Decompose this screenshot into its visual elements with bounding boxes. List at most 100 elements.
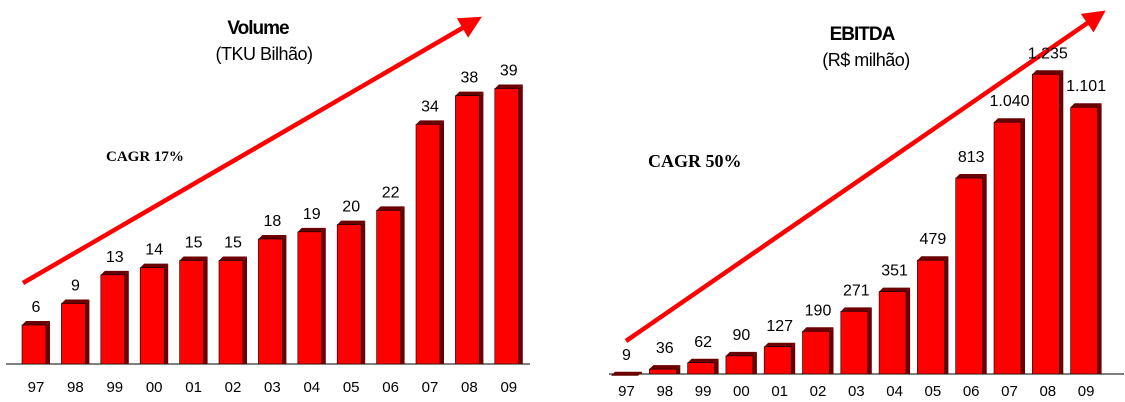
volume-chart: Volume (TKU Bilhão) CAGR 17% 6 97 9 98 13 99 1… [6,16,530,396]
ebitda-bar-front [687,362,715,375]
ebitda-tick-label: 09 [1078,383,1095,400]
ebitda-bar-top [725,351,757,356]
ebitda-value-label: 9 [622,347,631,364]
volume-bar-top [258,235,287,239]
volume-value-label: 15 [185,235,203,252]
volume-bar [336,220,366,365]
volume-bar-front [218,260,244,365]
ebitda-bar-front [1032,73,1060,375]
ebitda-bar-side [1021,118,1025,374]
volume-tick-label: 97 [28,379,45,396]
ebitda-bar [878,287,911,375]
volume-bar [258,235,287,365]
ebitda-bar-top [764,342,796,347]
ebitda-value-label: 351 [881,263,908,280]
volume-tick-label: 05 [343,379,360,396]
volume-bar-side [361,220,366,364]
ebitda-tick-label: 01 [771,383,788,400]
volume-bar [494,84,523,365]
volume-value-label: 22 [382,184,400,201]
ebitda-bar-front [1070,106,1098,375]
ebitda-bar [1032,70,1064,375]
ebitda-tick-label: 04 [886,383,903,400]
ebitda-tick-label: 03 [848,383,865,400]
volume-bar-side [440,120,444,364]
ebitda-bar-top [687,358,719,363]
volume-bar [376,206,405,365]
volume-tick-label: 01 [185,379,202,396]
ebitda-bar-side [676,365,681,374]
ebitda-bar-front [840,311,869,375]
volume-bar-side [321,227,326,364]
volume-tick-label: 04 [303,379,320,396]
volume-value-label: 18 [264,213,282,230]
volume-bar-side [518,84,523,364]
volume-value-label: 38 [461,70,479,87]
ebitda-bar [917,256,949,375]
ebitda-bar [840,307,872,375]
volume-tick-label: 07 [422,379,439,396]
ebitda-bar [955,174,987,375]
volume-bar [139,263,169,365]
ebitda-bar-top [802,327,834,332]
ebitda-bar-top [840,307,872,312]
volume-tick-label: 00 [146,379,163,396]
volume-value-label: 6 [32,299,41,316]
volume-bars: 6 97 9 98 13 99 14 00 15 01 15 02 18 03 19 04 20 05 22 06 34… [21,63,523,396]
volume-bar-front [455,95,480,365]
volume-value-label: 20 [342,199,360,216]
ebitda-bar [763,342,796,375]
volume-tick-label: 98 [67,379,84,396]
ebitda-bar [687,358,719,375]
ebitda-bar-top [1070,103,1102,108]
ebitda-value-label: 90 [733,327,751,344]
volume-tick-label: 99 [106,379,123,396]
ebitda-bar-top [649,365,681,370]
volume-bar-top [337,220,366,225]
volume-bar-top [455,91,484,96]
ebitda-bar-side [752,351,757,374]
ebitda-growth-arrow [624,10,1106,343]
volume-bar-side [164,263,169,364]
ebitda-tick-label: 02 [810,383,827,400]
volume-bar-top [376,206,405,211]
volume-bar-top [297,227,326,232]
volume-value-label: 19 [303,206,321,223]
volume-title: Volume [227,18,289,39]
ebitda-title: EBITDA [830,24,896,45]
ebitda-bar-side [944,256,949,374]
volume-value-label: 13 [106,249,124,266]
volume-bar-front [179,260,204,365]
volume-cagr-label: CAGR 17% [106,149,184,165]
volume-bar-front [61,303,86,365]
ebitda-bar-front [763,346,792,375]
ebitda-bar [802,327,834,375]
volume-bar-top [140,263,169,268]
ebitda-bar-side [982,174,987,374]
volume-tick-label: 08 [461,379,478,396]
volume-subtitle: (TKU Bilhão) [215,44,312,64]
ebitda-bar-front [955,177,984,375]
volume-bar-front [21,324,47,365]
volume-bar-top [494,84,523,89]
volume-value-label: 15 [224,235,242,252]
ebitda-tick-label: 08 [1039,383,1056,400]
ebitda-bar-side [1059,70,1064,374]
volume-bar-front [376,210,401,365]
volume-bar-top [179,256,208,261]
ebitda-bar-side [714,358,719,374]
volume-bar-top [416,120,444,125]
ebitda-chart: EBITDA (R$ milhão) CAGR 50% 997369862999… [609,10,1124,400]
volume-bar-front [336,224,362,365]
volume-tick-label: 09 [500,379,517,396]
volume-bar-front [494,88,520,365]
ebitda-value-label: 36 [656,340,674,357]
ebitda-bar-front [648,368,677,375]
volume-bar-front [258,238,283,365]
ebitda-bars: 9 97 36 98 62 99 90 00 127 01 190 02 271 03 351 04 479 05… [611,45,1106,400]
ebitda-value-label: 479 [920,231,947,248]
ebitda-value-label: 1.040 [989,93,1029,110]
ebitda-bar-top [955,174,987,179]
volume-bar [61,299,90,365]
